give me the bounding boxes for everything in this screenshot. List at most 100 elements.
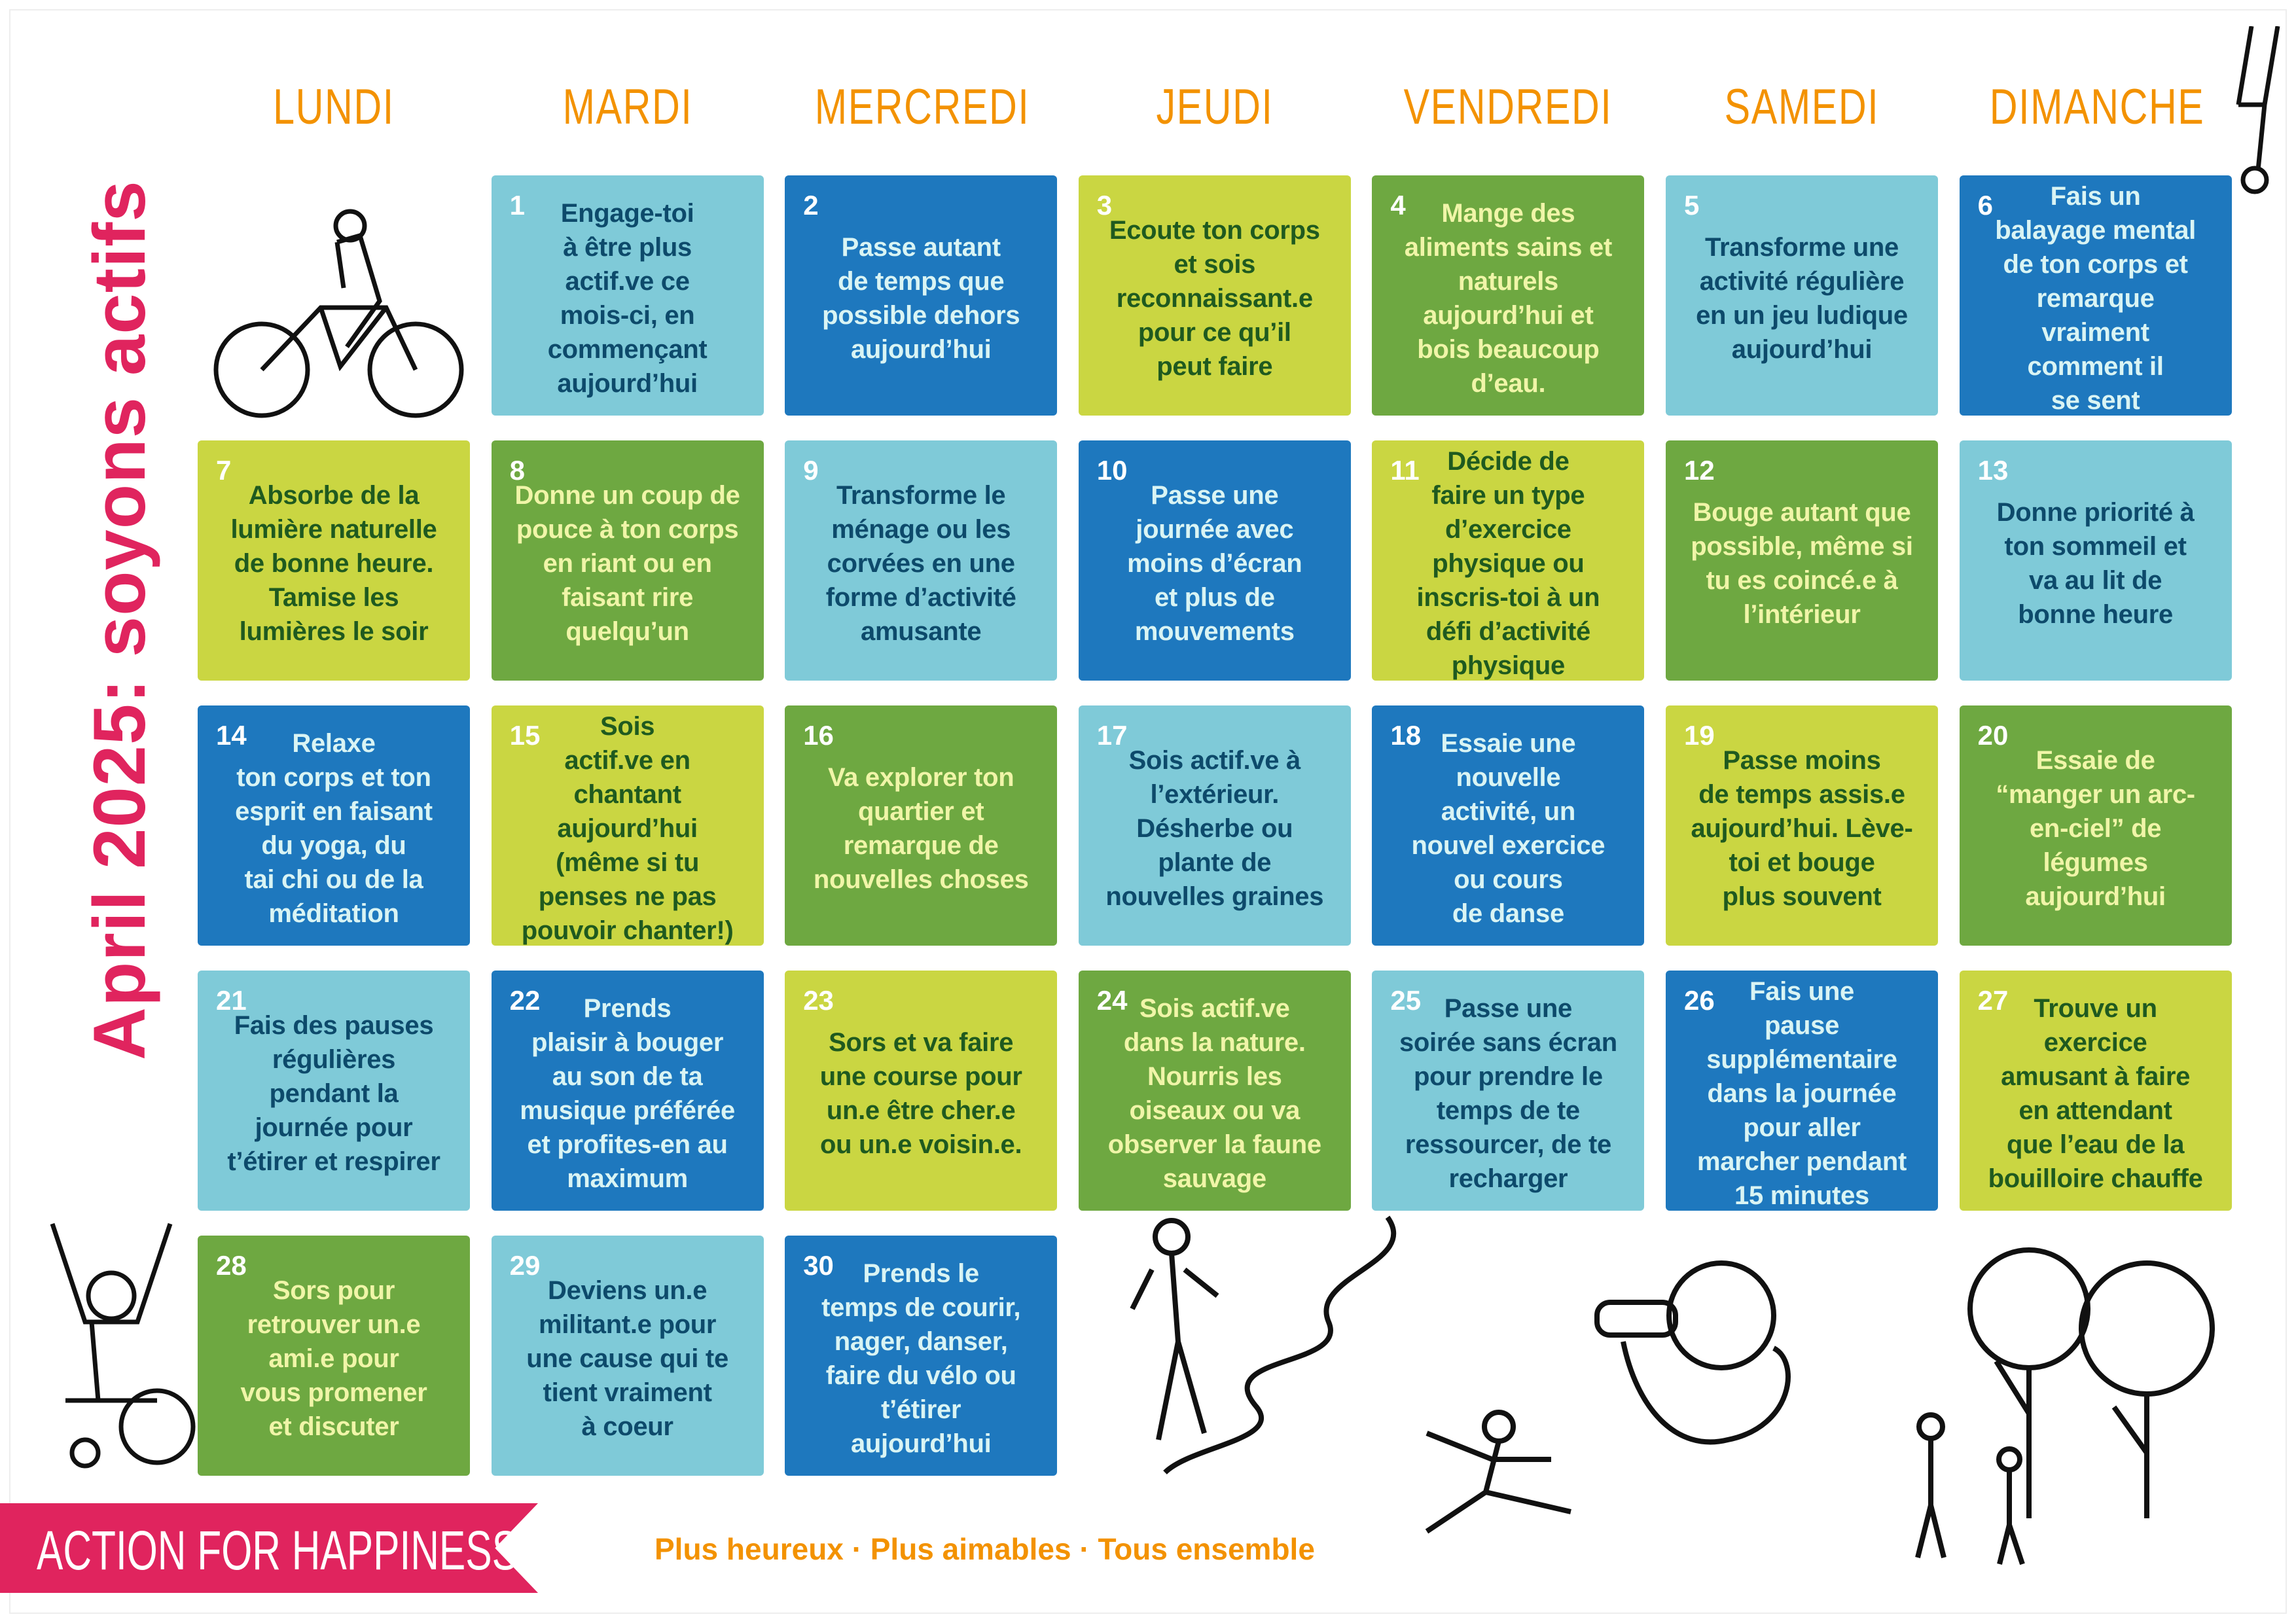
day-activity: Ecoute ton corps et sois reconnaissant.e… <box>1109 215 1320 381</box>
day-number: 28 <box>216 1250 247 1281</box>
brand-name: ACTION FOR HAPPINESS <box>37 1520 518 1581</box>
day-activity: Mange des aliments sains et naturels auj… <box>1404 198 1613 398</box>
day-activity: Prends le temps de courir, nager, danser… <box>821 1258 1021 1458</box>
day-cell-28: 28 Sors pour retrouver un.e ami.e pour vo… <box>198 1236 470 1476</box>
day-activity: Sors pour retrouver un.e ami.e pour vous… <box>240 1275 427 1441</box>
day-number: 10 <box>1096 455 1128 486</box>
day-cell-17: 17 Sois actif.ve à l’extérieur. Désherbe … <box>1078 705 1351 946</box>
day-activity: Transforme une activité régulière en un … <box>1696 232 1908 364</box>
day-number: 2 <box>803 190 819 221</box>
day-number: 6 <box>1977 190 1993 221</box>
day-activity: Donne priorité à ton sommeil et va au li… <box>1996 497 2195 629</box>
day-number: 5 <box>1684 190 1700 221</box>
day-cell-14: 14 Relaxe ton corps et ton esprit en fais… <box>198 705 470 946</box>
day-activity: Passe une journée avec moins d’écran et … <box>1127 480 1302 646</box>
day-cell-16: 16 Va explorer ton quartier et remarque d… <box>785 705 1058 946</box>
day-activity: Sois actif.ve en chantant aujourd’hui (m… <box>521 711 734 945</box>
day-cell-27: 27 Trouve un exercice amusant à faire en … <box>1959 971 2232 1211</box>
day-cell-1: 1 Engage-toi à être plus actif.ve ce mois… <box>491 175 764 416</box>
day-activity: Passe une soirée sans écran pour prendre… <box>1399 993 1617 1193</box>
day-activity: Relaxe ton corps et ton esprit en faisan… <box>235 728 433 928</box>
day-number: 19 <box>1684 720 1715 751</box>
day-activity: Va explorer ton quartier et remarque de … <box>813 762 1029 894</box>
day-activity: Transforme le ménage ou les corvées en u… <box>825 480 1016 646</box>
day-number: 26 <box>1684 985 1715 1016</box>
day-number: 18 <box>1390 720 1422 751</box>
day-header-dimanche: DIMANCHE <box>1989 79 2205 135</box>
day-cell-7: 7 Absorbe de la lumière naturelle de bonn… <box>198 440 470 681</box>
day-cell-5: 5 Transforme une activité régulière en un… <box>1666 175 1938 416</box>
day-cell-21: 21 Fais des pauses régulières pendant la … <box>198 971 470 1211</box>
day-cell-23: 23 Sors et va faire une course pour un.e … <box>785 971 1058 1211</box>
day-number: 24 <box>1096 985 1128 1016</box>
day-cell-4: 4 Mange des aliments sains et naturels au… <box>1372 175 1645 416</box>
day-number: 9 <box>803 455 819 486</box>
day-cell-18: 18 Essaie une nouvelle activité, un nouve… <box>1372 705 1645 946</box>
day-header-samedi: SAMEDI <box>1724 79 1880 135</box>
day-activity: Sois actif.ve dans la nature. Nourris le… <box>1107 993 1321 1193</box>
day-cell-11: 11 Décide de faire un type d’exercice phy… <box>1372 440 1645 681</box>
day-activity: Essaie de “manger un arc- en-ciel” de lé… <box>1996 745 2195 911</box>
day-activity: Absorbe de la lumière naturelle de bonne… <box>230 480 437 646</box>
day-cell-20: 20 Essaie de “manger un arc- en-ciel” de … <box>1959 705 2232 946</box>
day-number: 21 <box>216 985 247 1016</box>
day-cell-9: 9 Transforme le ménage ou les corvées en … <box>785 440 1058 681</box>
taichi-illustration <box>1425 1410 1571 1534</box>
day-cell-2: 2 Passe autant de temps que possible deho… <box>785 175 1058 416</box>
day-header-mardi: MARDI <box>562 79 692 135</box>
day-number: 12 <box>1684 455 1715 486</box>
page-border <box>9 9 2287 1614</box>
day-activity: Passe autant de temps que possible dehor… <box>822 232 1020 364</box>
day-cell-26: 26 Fais une pause supplémentaire dans la … <box>1666 971 1938 1211</box>
day-activity: Sois actif.ve à l’extérieur. Désherbe ou… <box>1105 745 1324 911</box>
day-cell-6: 6 Fais un balayage mental de ton corps et… <box>1959 175 2232 416</box>
day-number: 11 <box>1390 455 1420 486</box>
day-activity: Fais un balayage mental de ton corps et … <box>1995 181 2196 415</box>
day-number: 14 <box>216 720 247 751</box>
cyclist-illustration <box>213 209 464 418</box>
day-number: 23 <box>803 985 834 1016</box>
day-activity: Passe moins de temps assis.e aujourd’hui… <box>1691 745 1913 911</box>
day-number: 4 <box>1390 190 1406 221</box>
day-header-vendredi: VENDREDI <box>1403 79 1613 135</box>
day-cell-29: 29 Deviens un.e militant.e pour une cause… <box>491 1236 764 1476</box>
trees-walkers-illustration <box>1915 1247 2215 1565</box>
day-number: 22 <box>509 985 541 1016</box>
tagline: Plus heureux · Plus aimables · Tous ense… <box>655 1532 1315 1566</box>
day-header-jeudi: JEUDI <box>1156 79 1274 135</box>
day-activity: Deviens un.e militant.e pour une cause q… <box>526 1275 728 1441</box>
day-number: 27 <box>1977 985 2009 1016</box>
day-header-mercredi: MERCREDI <box>814 79 1030 135</box>
day-cell-15: 15 Sois actif.ve en chantant aujourd’hui … <box>491 705 764 946</box>
calendar-title: April 2025: soyons actifs <box>79 180 160 1060</box>
day-number: 25 <box>1390 985 1422 1016</box>
day-activity: Essaie une nouvelle activité, un nouvel … <box>1411 728 1605 928</box>
day-header-lundi: LUNDI <box>273 79 395 135</box>
day-activity: Décide de faire un type d’exercice physi… <box>1416 446 1600 680</box>
day-cell-13: 13 Donne priorité à ton sommeil et va au … <box>1959 440 2232 681</box>
day-activity: Engage-toi à être plus actif.ve ce mois-… <box>547 198 708 398</box>
day-number: 8 <box>509 455 525 486</box>
day-number: 16 <box>803 720 834 751</box>
day-activity: Fais des pauses régulières pendant la jo… <box>227 1010 440 1176</box>
day-cell-22: 22 Prends plaisir à bouger au son de ta m… <box>491 971 764 1211</box>
day-activity: Fais une pause supplémentaire dans la jo… <box>1696 976 1907 1210</box>
brand-banner: ACTION FOR HAPPINESS <box>0 1503 538 1593</box>
day-cell-12: 12 Bouge autant que possible, même si tu … <box>1666 440 1938 681</box>
hiker-path-illustration <box>1130 1215 1396 1474</box>
day-number: 17 <box>1096 720 1128 751</box>
day-number: 15 <box>509 720 541 751</box>
day-number: 30 <box>803 1250 834 1281</box>
day-cell-8: 8 Donne un coup de pouce à ton corps en r… <box>491 440 764 681</box>
day-cell-24: 24 Sois actif.ve dans la nature. Nourris … <box>1078 971 1351 1211</box>
day-activity: Bouge autant que possible, même si tu es… <box>1691 497 1913 629</box>
day-number: 7 <box>216 455 232 486</box>
binoculars-illustration <box>1594 1260 1791 1445</box>
day-activity: Donne un coup de pouce à ton corps en ri… <box>514 480 740 646</box>
day-number: 1 <box>509 190 525 221</box>
day-activity: Trouve un exercice amusant à faire en at… <box>1988 993 2203 1193</box>
day-number: 13 <box>1977 455 2009 486</box>
day-activity: Sors et va faire une course pour un.e êt… <box>819 1027 1022 1159</box>
day-number: 20 <box>1977 720 2009 751</box>
wheelchair-illustration <box>50 1222 196 1469</box>
